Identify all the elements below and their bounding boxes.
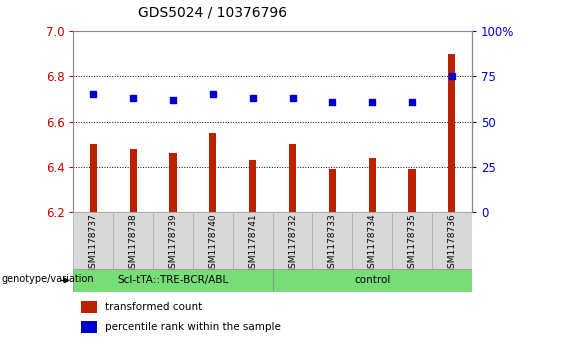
- Bar: [90, 144, 97, 212]
- Bar: [432, 212, 472, 269]
- Bar: [73, 212, 113, 269]
- Text: GSM1178736: GSM1178736: [447, 213, 457, 274]
- Point: [208, 91, 218, 97]
- Text: GSM1178735: GSM1178735: [407, 213, 416, 274]
- Bar: [289, 144, 296, 212]
- Text: GSM1178737: GSM1178737: [89, 213, 98, 274]
- Text: GSM1178734: GSM1178734: [368, 213, 377, 274]
- Text: ScI-tTA::TRE-BCR/ABL: ScI-tTA::TRE-BCR/ABL: [118, 276, 229, 285]
- Bar: [448, 53, 455, 212]
- Bar: [408, 169, 416, 212]
- Bar: [368, 158, 376, 212]
- Bar: [353, 212, 392, 269]
- Text: GSM1178738: GSM1178738: [129, 213, 138, 274]
- Bar: [81, 301, 97, 313]
- Text: GSM1178733: GSM1178733: [328, 213, 337, 274]
- Bar: [170, 153, 177, 212]
- Point: [168, 97, 177, 103]
- Bar: [392, 212, 432, 269]
- Bar: [273, 212, 312, 269]
- Point: [288, 95, 297, 101]
- Bar: [153, 212, 193, 269]
- Point: [328, 99, 337, 105]
- Text: GSM1178741: GSM1178741: [248, 213, 257, 274]
- Bar: [209, 133, 216, 212]
- Point: [407, 99, 416, 105]
- Bar: [81, 321, 97, 333]
- Point: [129, 95, 138, 101]
- Text: GSM1178739: GSM1178739: [168, 213, 177, 274]
- Text: control: control: [354, 276, 390, 285]
- Bar: [73, 269, 273, 292]
- Point: [89, 91, 98, 97]
- Point: [248, 95, 257, 101]
- Point: [447, 73, 457, 79]
- Bar: [329, 169, 336, 212]
- Bar: [193, 212, 233, 269]
- Text: transformed count: transformed count: [105, 302, 203, 312]
- Text: GSM1178732: GSM1178732: [288, 213, 297, 274]
- Text: GSM1178740: GSM1178740: [208, 213, 218, 274]
- Bar: [273, 269, 472, 292]
- Bar: [249, 160, 257, 212]
- Text: percentile rank within the sample: percentile rank within the sample: [105, 322, 281, 332]
- Bar: [233, 212, 273, 269]
- Bar: [129, 149, 137, 212]
- Point: [368, 99, 377, 105]
- Text: genotype/variation: genotype/variation: [2, 274, 94, 284]
- Text: GDS5024 / 10376796: GDS5024 / 10376796: [138, 6, 288, 20]
- Bar: [113, 212, 153, 269]
- Bar: [312, 212, 353, 269]
